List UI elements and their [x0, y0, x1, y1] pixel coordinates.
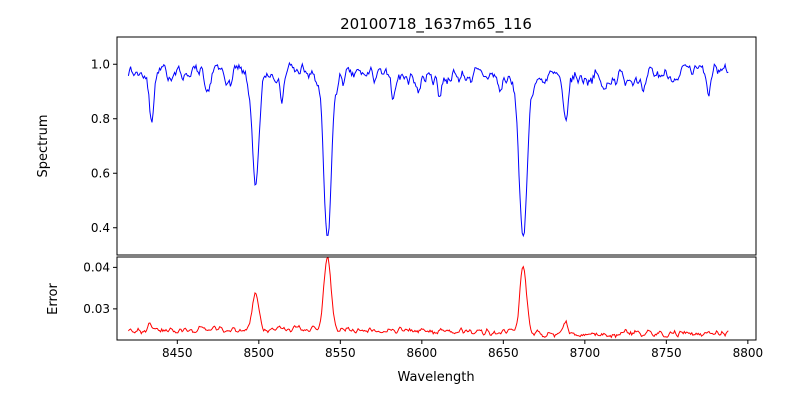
y-tick-label: 1.0	[91, 57, 110, 71]
y-tick-label: 0.6	[91, 166, 110, 180]
spectrum-y-axis-label: Spectrum	[36, 115, 51, 178]
x-tick-label: 8450	[162, 346, 193, 360]
error-line	[128, 257, 729, 339]
y-tick-label: 0.03	[83, 302, 110, 316]
y-tick-label: 0.4	[91, 221, 110, 235]
spectrum-line	[127, 61, 729, 238]
y-tick-label: 0.04	[83, 260, 110, 274]
chart-title: 20100718_1637m65_116	[340, 15, 532, 34]
spectrum-panel	[116, 36, 757, 256]
x-tick-label: 8550	[325, 346, 356, 360]
x-tick-label: 8650	[488, 346, 519, 360]
x-tick-label: 8800	[733, 346, 764, 360]
axes-ticks: 8450 8500 8550 8600 8650 8700 8750 8800 0.4 0.6 0.…	[83, 57, 763, 360]
error-panel	[116, 256, 757, 341]
x-tick-label: 8750	[651, 346, 682, 360]
x-tick-label: 8500	[244, 346, 275, 360]
x-axis-label: Wavelength	[397, 370, 474, 385]
x-tick-label: 8600	[407, 346, 438, 360]
error-y-axis-label: Error	[46, 283, 61, 315]
y-tick-label: 0.8	[91, 112, 110, 126]
x-tick-label: 8700	[570, 346, 601, 360]
